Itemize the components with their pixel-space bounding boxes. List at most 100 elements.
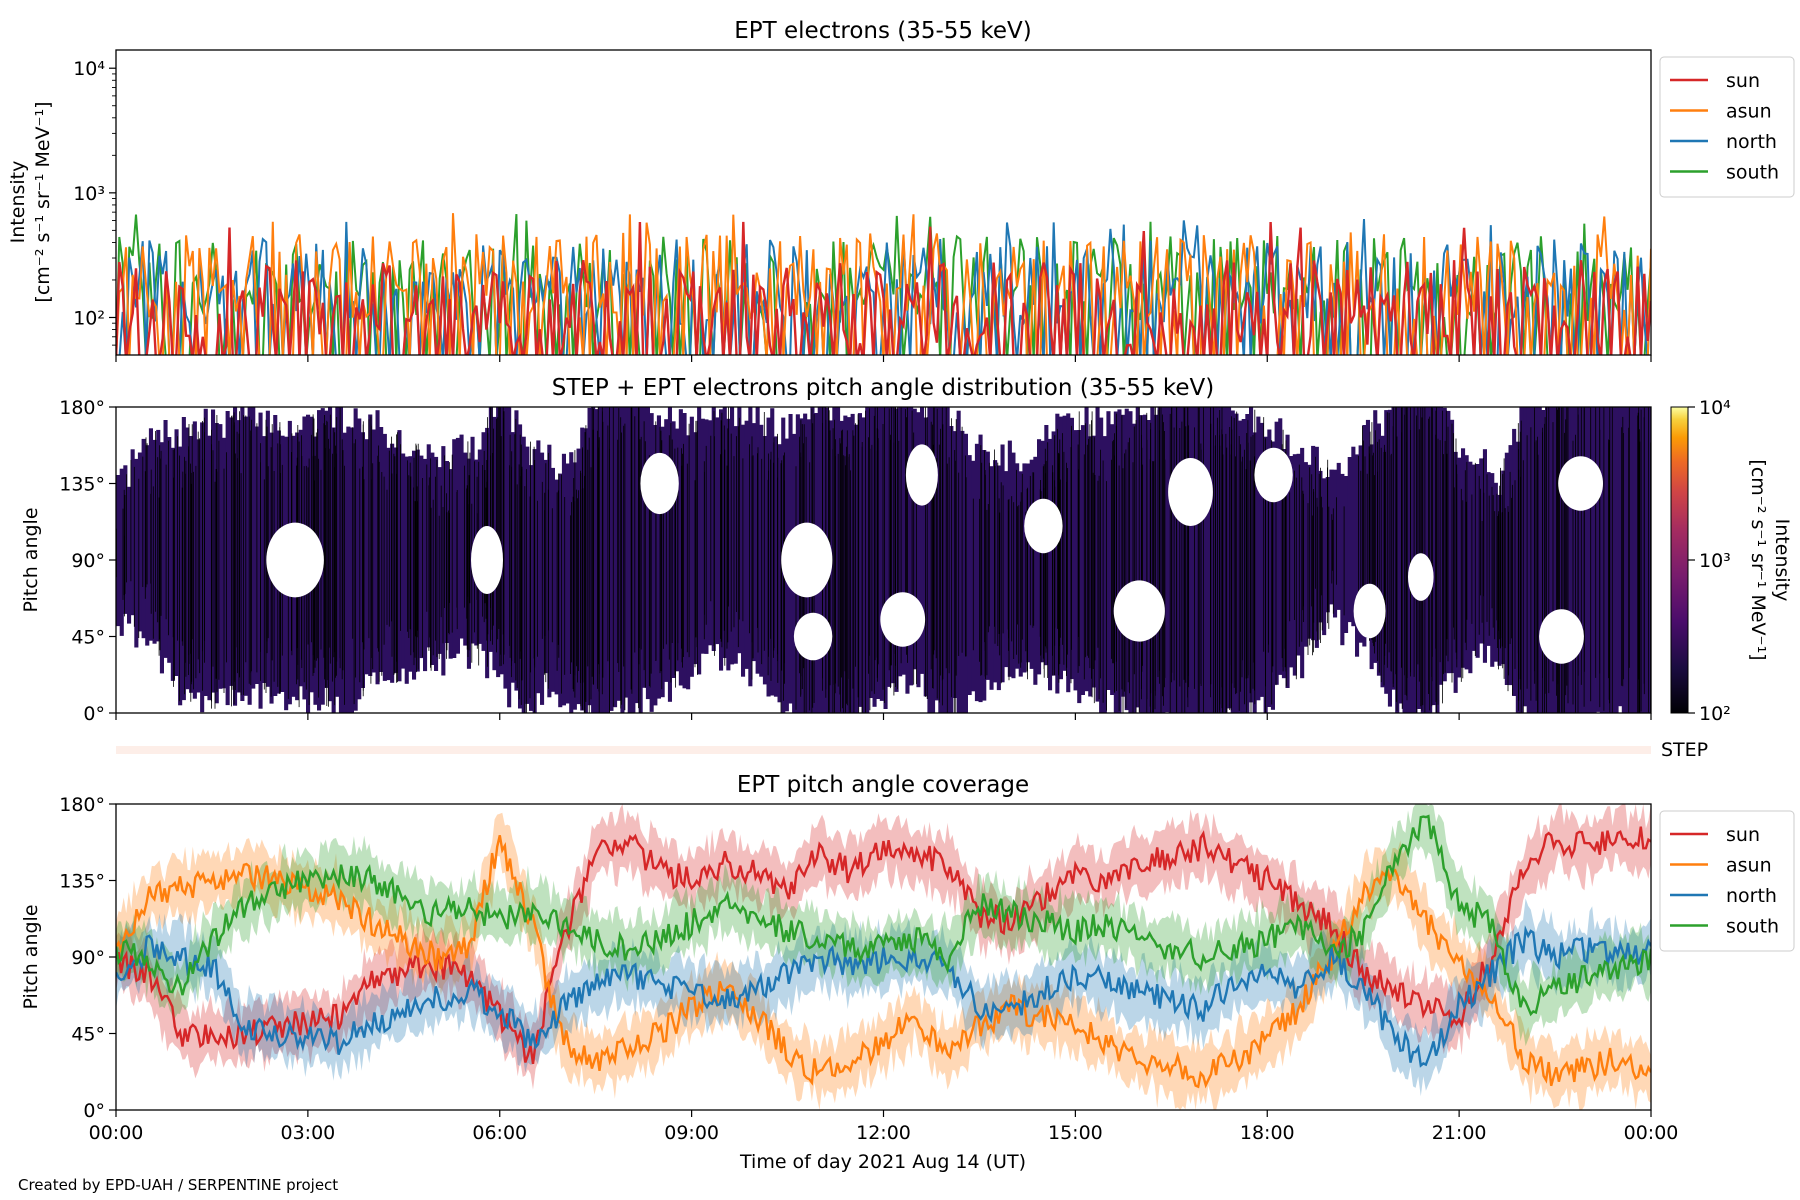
pad-column bbox=[1106, 411, 1111, 690]
panel1-title: EPT electrons (35-55 keV) bbox=[734, 18, 1031, 44]
pad-column bbox=[1227, 407, 1232, 709]
y-tick-label: 180° bbox=[59, 794, 105, 816]
pad-column bbox=[181, 417, 186, 701]
pad-column bbox=[565, 463, 570, 704]
pad-column bbox=[1365, 419, 1370, 638]
pad-column bbox=[1143, 414, 1148, 713]
pad-column bbox=[857, 413, 862, 707]
pad-column bbox=[1080, 425, 1085, 695]
pad-column bbox=[364, 439, 369, 675]
pad-column bbox=[349, 427, 354, 713]
pad-column bbox=[419, 455, 424, 659]
legend-label-south: south bbox=[1726, 916, 1779, 938]
pad-column bbox=[1482, 449, 1487, 663]
panel-pitch-distribution: STEP + EPT electrons pitch angle distrib… bbox=[20, 375, 1793, 725]
pad-column bbox=[1281, 449, 1286, 679]
x-axis-label: Time of day 2021 Aug 14 (UT) bbox=[739, 1151, 1026, 1173]
pad-column bbox=[1552, 407, 1557, 713]
pad-column bbox=[1380, 435, 1385, 688]
pad-column bbox=[1643, 407, 1648, 713]
pad-column bbox=[1066, 413, 1071, 693]
pad-column bbox=[942, 407, 947, 713]
pad-column bbox=[1344, 476, 1349, 633]
step-coverage-bar bbox=[116, 746, 1651, 754]
pad-column bbox=[1051, 431, 1056, 676]
pad-column bbox=[507, 407, 512, 708]
colorbar bbox=[1670, 406, 1689, 714]
pad-column bbox=[503, 407, 508, 689]
pad-column bbox=[1384, 410, 1389, 694]
pad-column bbox=[335, 407, 340, 697]
pad-column bbox=[609, 407, 614, 711]
pad-column bbox=[529, 465, 534, 711]
pad-column bbox=[240, 407, 245, 701]
pad-column bbox=[660, 426, 665, 698]
pad-column bbox=[119, 468, 124, 636]
band-north bbox=[116, 898, 1651, 1097]
pad-column bbox=[1537, 407, 1542, 713]
y-tick-label: 45° bbox=[71, 627, 105, 649]
pad-column bbox=[1610, 407, 1615, 713]
pad-column bbox=[167, 437, 172, 663]
x-tick-label: 00:00 bbox=[89, 1122, 144, 1144]
y-tick-label: 180° bbox=[59, 397, 105, 419]
panel3-legend: sun asun north south bbox=[1659, 810, 1795, 952]
y-tick-label: 135° bbox=[59, 871, 105, 893]
pad-column bbox=[627, 407, 632, 713]
pad-column bbox=[510, 432, 515, 683]
pad-column bbox=[865, 407, 870, 713]
legend-box bbox=[1659, 810, 1795, 952]
pad-column bbox=[338, 407, 343, 713]
pad-column bbox=[247, 407, 252, 705]
pad-column bbox=[744, 420, 749, 669]
pad-column bbox=[989, 466, 994, 690]
colorbar-units: [cm⁻² s⁻¹ sr⁻¹ MeV⁻¹] bbox=[1747, 459, 1769, 660]
pad-column bbox=[697, 407, 702, 675]
y-tick-label: 45° bbox=[71, 1024, 105, 1046]
pad-column bbox=[514, 410, 519, 691]
pad-column bbox=[203, 408, 208, 696]
pad-column bbox=[1548, 407, 1553, 713]
pad-column bbox=[207, 435, 212, 701]
pad-column bbox=[748, 407, 753, 687]
pad-column bbox=[536, 440, 541, 694]
legend-label-north: north bbox=[1726, 885, 1777, 907]
pad-column bbox=[401, 453, 406, 669]
pad-column bbox=[1406, 407, 1411, 713]
legend-label-asun: asun bbox=[1726, 855, 1772, 877]
pad-column bbox=[909, 407, 914, 686]
pad-column bbox=[1526, 407, 1531, 713]
pad-column bbox=[649, 413, 654, 712]
pad-column bbox=[1296, 453, 1301, 656]
pad-gap bbox=[1113, 580, 1165, 642]
panel2-title: STEP + EPT electrons pitch angle distrib… bbox=[552, 375, 1214, 401]
pad-column bbox=[631, 407, 636, 713]
pad-column bbox=[759, 424, 764, 677]
pad-column bbox=[178, 446, 183, 706]
pad-column bbox=[751, 423, 756, 662]
pad-gap bbox=[266, 522, 324, 598]
pad-column bbox=[1205, 407, 1210, 713]
pad-column bbox=[1355, 454, 1360, 657]
pad-column bbox=[1351, 446, 1356, 627]
pad-gap bbox=[793, 612, 833, 661]
pad-column bbox=[379, 427, 384, 672]
pad-column bbox=[1197, 407, 1202, 713]
pad-column bbox=[192, 421, 197, 699]
pad-column bbox=[598, 407, 603, 713]
legend-label-sun: sun bbox=[1726, 824, 1760, 846]
panel3-series bbox=[116, 804, 1651, 1110]
pad-column bbox=[1128, 411, 1133, 713]
panel1-ylabel: Intensity bbox=[7, 161, 29, 244]
pad-column bbox=[927, 407, 932, 713]
pad-column bbox=[1285, 434, 1290, 688]
pad-column bbox=[1515, 441, 1520, 713]
pad-column bbox=[1618, 407, 1623, 707]
pad-column bbox=[1333, 469, 1338, 618]
panel1-ylabel-units: [cm⁻² s⁻¹ sr⁻¹ MeV⁻¹] bbox=[32, 101, 54, 302]
pad-column bbox=[1336, 462, 1341, 610]
pad-column bbox=[1223, 407, 1228, 713]
pad-column bbox=[1647, 407, 1651, 713]
step-bar: STEP bbox=[116, 739, 1708, 761]
